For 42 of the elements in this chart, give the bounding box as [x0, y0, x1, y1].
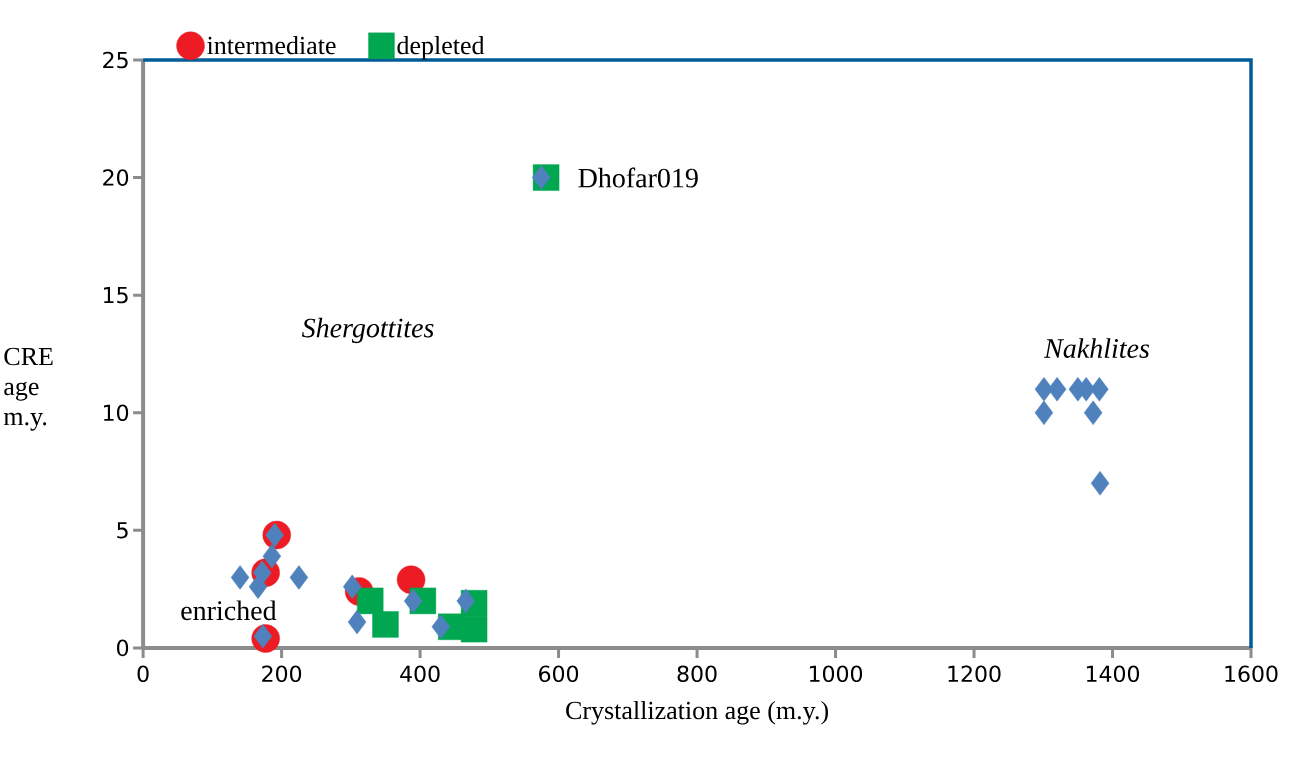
annotation: Shergottites	[301, 317, 434, 344]
point	[357, 587, 384, 615]
point	[460, 615, 488, 643]
point	[1090, 471, 1110, 496]
point	[262, 544, 282, 569]
point	[403, 588, 423, 614]
x-tick-label: 1200	[948, 665, 1001, 683]
point	[265, 522, 284, 548]
point	[1034, 400, 1054, 425]
y-tick-label: 5	[117, 522, 128, 539]
y-tick-label: 10	[104, 404, 129, 422]
x-tick-label: 200	[262, 665, 302, 683]
y-tick-label: 25	[103, 51, 128, 69]
x-tick-label: 600	[539, 665, 579, 683]
x-tick-label: 1600	[1225, 665, 1278, 683]
y-tick-label: 20	[103, 169, 129, 186]
point	[1047, 377, 1067, 402]
x-axis-title: Crystallization age (m.y.)	[566, 701, 828, 725]
point	[396, 565, 426, 594]
y-tick-label: 0	[117, 639, 129, 657]
point	[1083, 400, 1103, 425]
annotation: enriched	[181, 600, 277, 621]
point	[289, 565, 309, 590]
point	[372, 611, 399, 638]
point	[347, 609, 367, 635]
x-tick-label: 0	[137, 665, 149, 683]
legend-label: depleted	[397, 36, 485, 60]
point	[1090, 377, 1109, 402]
point	[532, 165, 551, 190]
x-tick-label: 800	[677, 665, 717, 683]
x-tick-label: 1000	[809, 665, 863, 683]
x-tick-label: 400	[400, 665, 440, 683]
point	[230, 565, 250, 590]
legend-label: intermediate	[207, 36, 336, 55]
x-tick-label: 1400	[1086, 665, 1140, 683]
point	[343, 574, 362, 600]
annotation: Dhofar019	[578, 167, 698, 188]
point	[456, 588, 475, 614]
y-tick-label: 15	[104, 287, 128, 304]
annotation: Nakhlites	[1043, 338, 1150, 358]
point	[431, 614, 451, 639]
y-axis-title: CRE age m.y.	[3, 347, 53, 431]
